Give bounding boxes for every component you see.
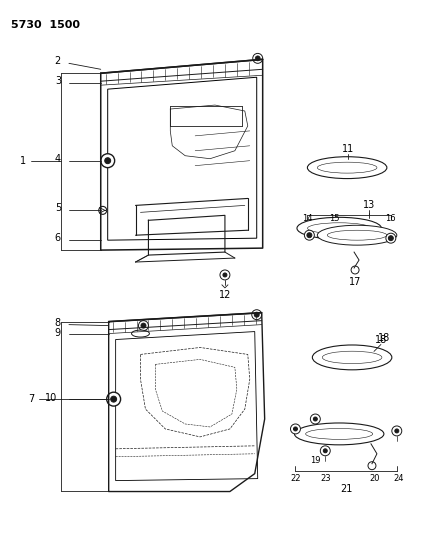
Text: 19: 19 [310,456,321,465]
Text: 18: 18 [375,335,387,344]
Text: 5730  1500: 5730 1500 [11,20,80,30]
Circle shape [101,154,115,168]
Circle shape [252,310,262,320]
Circle shape [111,396,117,402]
Circle shape [323,449,327,453]
Circle shape [99,206,107,214]
Circle shape [392,426,402,436]
Circle shape [139,321,149,330]
Text: 16: 16 [386,214,396,223]
Circle shape [291,424,300,434]
Circle shape [304,230,314,240]
Text: 3: 3 [55,76,61,86]
Circle shape [310,414,320,424]
Ellipse shape [131,330,149,337]
Text: 21: 21 [340,483,352,494]
Ellipse shape [294,423,384,445]
Text: 10: 10 [45,393,57,403]
Ellipse shape [317,225,397,245]
Text: 15: 15 [329,214,339,223]
Circle shape [351,266,359,274]
Text: 8: 8 [55,318,61,328]
Text: 22: 22 [290,474,301,483]
Text: 24: 24 [393,474,404,483]
Text: 7: 7 [28,394,34,404]
Text: 20: 20 [370,474,380,483]
Ellipse shape [307,157,387,179]
Ellipse shape [312,345,392,370]
Text: 4: 4 [55,154,61,164]
Text: 9: 9 [55,328,61,337]
Text: 2: 2 [55,56,61,66]
Circle shape [294,427,297,431]
Text: 13: 13 [363,200,375,211]
Text: 11: 11 [342,144,354,154]
Circle shape [105,158,111,164]
Ellipse shape [297,217,381,239]
Text: 6: 6 [55,233,61,243]
Circle shape [368,462,376,470]
Text: 12: 12 [219,290,231,300]
Circle shape [255,56,260,61]
Circle shape [386,233,396,243]
Text: 5: 5 [55,204,61,213]
Circle shape [107,392,121,406]
Text: 18: 18 [378,333,390,343]
Text: 14: 14 [302,214,312,223]
Circle shape [320,446,330,456]
Text: 23: 23 [320,474,330,483]
Circle shape [307,233,312,238]
Circle shape [313,417,317,421]
Circle shape [388,236,393,241]
Circle shape [220,270,230,280]
Circle shape [223,273,227,277]
Text: 1: 1 [20,156,26,166]
Circle shape [395,429,399,433]
Circle shape [254,312,259,317]
Circle shape [253,53,263,63]
Text: 17: 17 [349,277,361,287]
Circle shape [141,323,146,328]
